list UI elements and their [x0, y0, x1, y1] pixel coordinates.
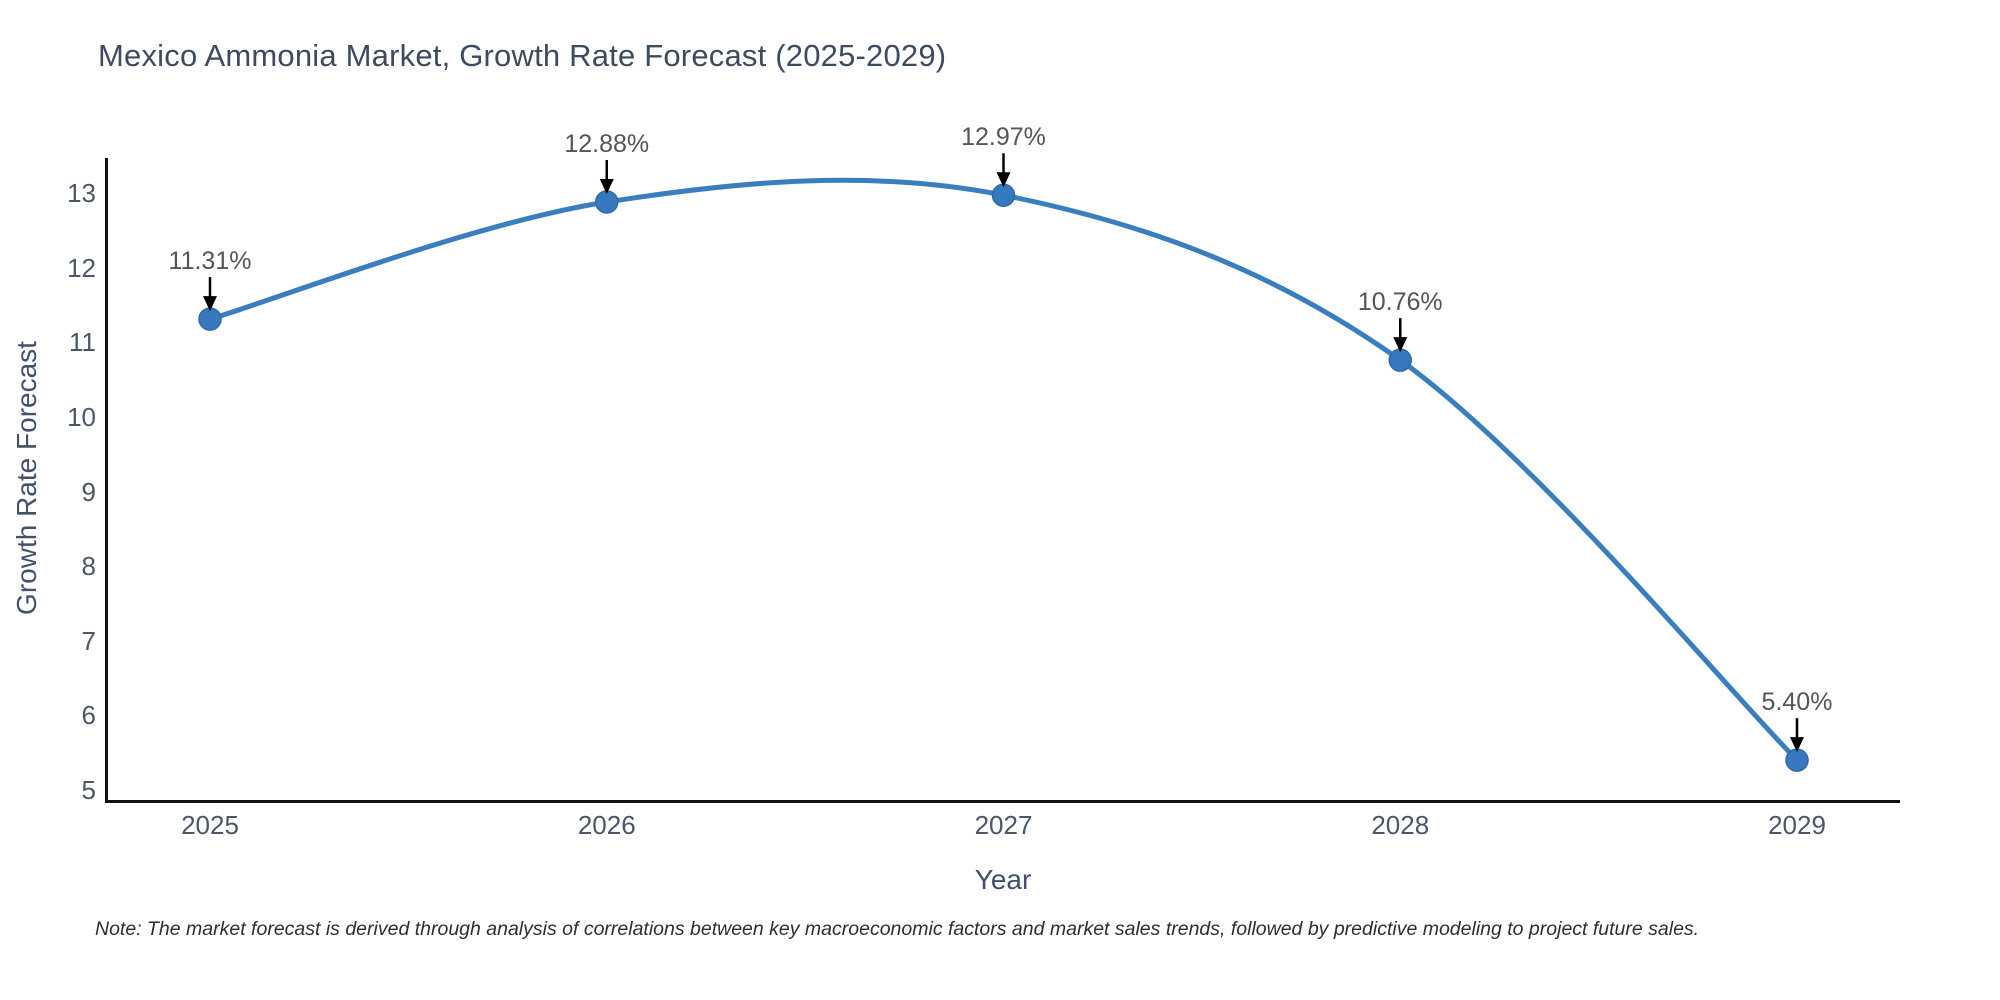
point-annotation: 12.88% [564, 129, 650, 158]
y-tick-label: 9 [81, 476, 96, 507]
y-tick-label: 8 [81, 551, 96, 582]
data-point-marker [198, 307, 222, 331]
y-tick-label: 13 [67, 178, 96, 208]
point-annotation: 5.40% [1761, 688, 1833, 717]
y-tick-label: 12 [67, 252, 96, 283]
annotation-arrow-head [1790, 737, 1804, 753]
x-tick-label: 2028 [1371, 810, 1430, 840]
y-tick-label: 7 [81, 625, 96, 656]
point-annotation: 10.76% [1357, 288, 1443, 317]
annotation-arrow-head [599, 178, 614, 194]
x-tick-label: 2027 [974, 810, 1033, 840]
point-annotation: 11.31% [168, 247, 252, 276]
data-point-marker [1785, 748, 1809, 772]
footnote: Note: The market forecast is derived thr… [95, 918, 1700, 940]
y-tick-label: 11 [69, 327, 96, 358]
x-axis-title: Year [974, 864, 1032, 895]
x-tick-label: 2025 [181, 810, 239, 840]
y-tick-label: 5 [81, 775, 96, 805]
x-tick-label: 2029 [1768, 810, 1826, 840]
data-point-marker [595, 190, 619, 214]
annotation-arrow-head [1393, 337, 1408, 353]
data-point-marker [1388, 348, 1412, 372]
y-tick-label: 10 [67, 401, 96, 432]
annotation-arrow-head [203, 296, 217, 312]
x-tick-label: 2026 [577, 810, 636, 840]
data-point-marker [991, 183, 1016, 207]
y-tick-label: 6 [81, 700, 96, 731]
annotation-arrow-head [996, 172, 1011, 188]
growth-rate-line [207, 177, 1800, 763]
chart-title: Mexico Ammonia Market, Growth Rate Forec… [98, 38, 947, 73]
point-annotation: 12.97% [961, 123, 1046, 152]
